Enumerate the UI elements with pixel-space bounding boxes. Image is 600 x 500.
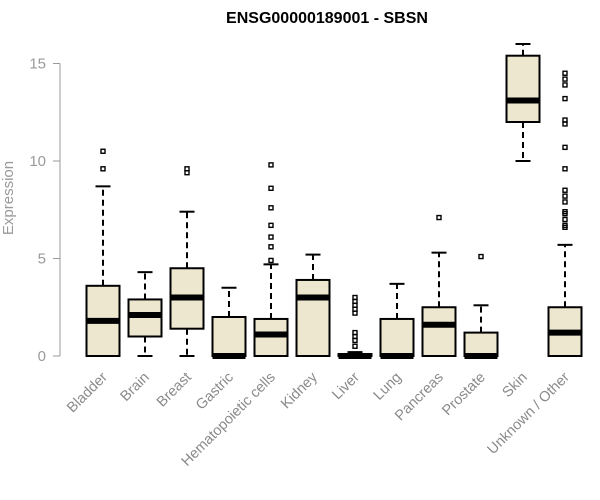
- box-2: [169, 166, 205, 357]
- outlier-point: [268, 244, 274, 250]
- x-tick-label: Kidney: [278, 369, 321, 412]
- outlier-point: [268, 162, 274, 168]
- outlier-point: [478, 253, 484, 260]
- outlier-point: [562, 187, 568, 193]
- outlier-point: [352, 343, 358, 349]
- outlier-point: [562, 117, 568, 123]
- outlier-point: [562, 222, 568, 229]
- outlier-point: [562, 82, 568, 88]
- box-body: [463, 331, 499, 358]
- outlier-point: [562, 216, 568, 223]
- x-tick-label: Bladder: [64, 369, 111, 416]
- box-1: [127, 271, 163, 357]
- box-body: [505, 54, 541, 124]
- y-tick-label: 15: [29, 56, 46, 73]
- outlier-point: [268, 205, 274, 211]
- outlier-point: [268, 222, 274, 229]
- x-tick-label: Liver: [329, 369, 363, 403]
- chart-title: ENSG00000189001 - SBSN: [226, 10, 428, 27]
- box-6: [337, 294, 373, 359]
- box-body: [421, 306, 457, 357]
- outlier-point: [268, 257, 274, 264]
- outlier-point: [562, 95, 568, 102]
- outlier-point: [268, 185, 274, 192]
- box-10: [505, 43, 541, 162]
- box-series: [85, 43, 583, 359]
- outlier-point: [184, 166, 190, 172]
- box-5: [295, 253, 331, 358]
- outlier-point: [352, 329, 358, 336]
- x-tick-label: Breast: [154, 370, 195, 411]
- box-8: [421, 214, 457, 357]
- outlier-point: [100, 148, 106, 154]
- outlier-point: [562, 70, 568, 76]
- y-tick-label: 5: [38, 251, 46, 268]
- box-body: [211, 316, 247, 357]
- y-tick-label: 0: [38, 348, 46, 365]
- box-3: [211, 286, 247, 359]
- outlier-point: [436, 214, 442, 221]
- outlier-point: [562, 76, 568, 82]
- outlier-point: [562, 144, 568, 151]
- outlier-point: [562, 199, 568, 205]
- y-axis: 0 5 10 15: [29, 56, 61, 365]
- x-tick-label: Prostate: [439, 370, 488, 419]
- x-tick-label: Lung: [371, 370, 405, 404]
- box-9: [463, 253, 499, 359]
- outlier-point: [100, 166, 106, 172]
- y-axis-label: Expression: [0, 161, 17, 235]
- box-body: [295, 278, 331, 358]
- box-4: [253, 162, 289, 358]
- x-tick-label: Skin: [500, 370, 531, 401]
- outlier-point: [352, 294, 358, 301]
- box-7: [379, 282, 415, 359]
- outlier-point: [562, 193, 568, 199]
- outlier-point: [562, 166, 568, 172]
- outlier-point: [268, 234, 274, 240]
- y-tick-label: 10: [29, 153, 46, 170]
- outlier-point: [562, 208, 568, 215]
- box-body: [379, 317, 415, 358]
- box-0: [85, 148, 121, 357]
- x-tick-label: Brain: [118, 370, 153, 405]
- box-11: [547, 70, 583, 357]
